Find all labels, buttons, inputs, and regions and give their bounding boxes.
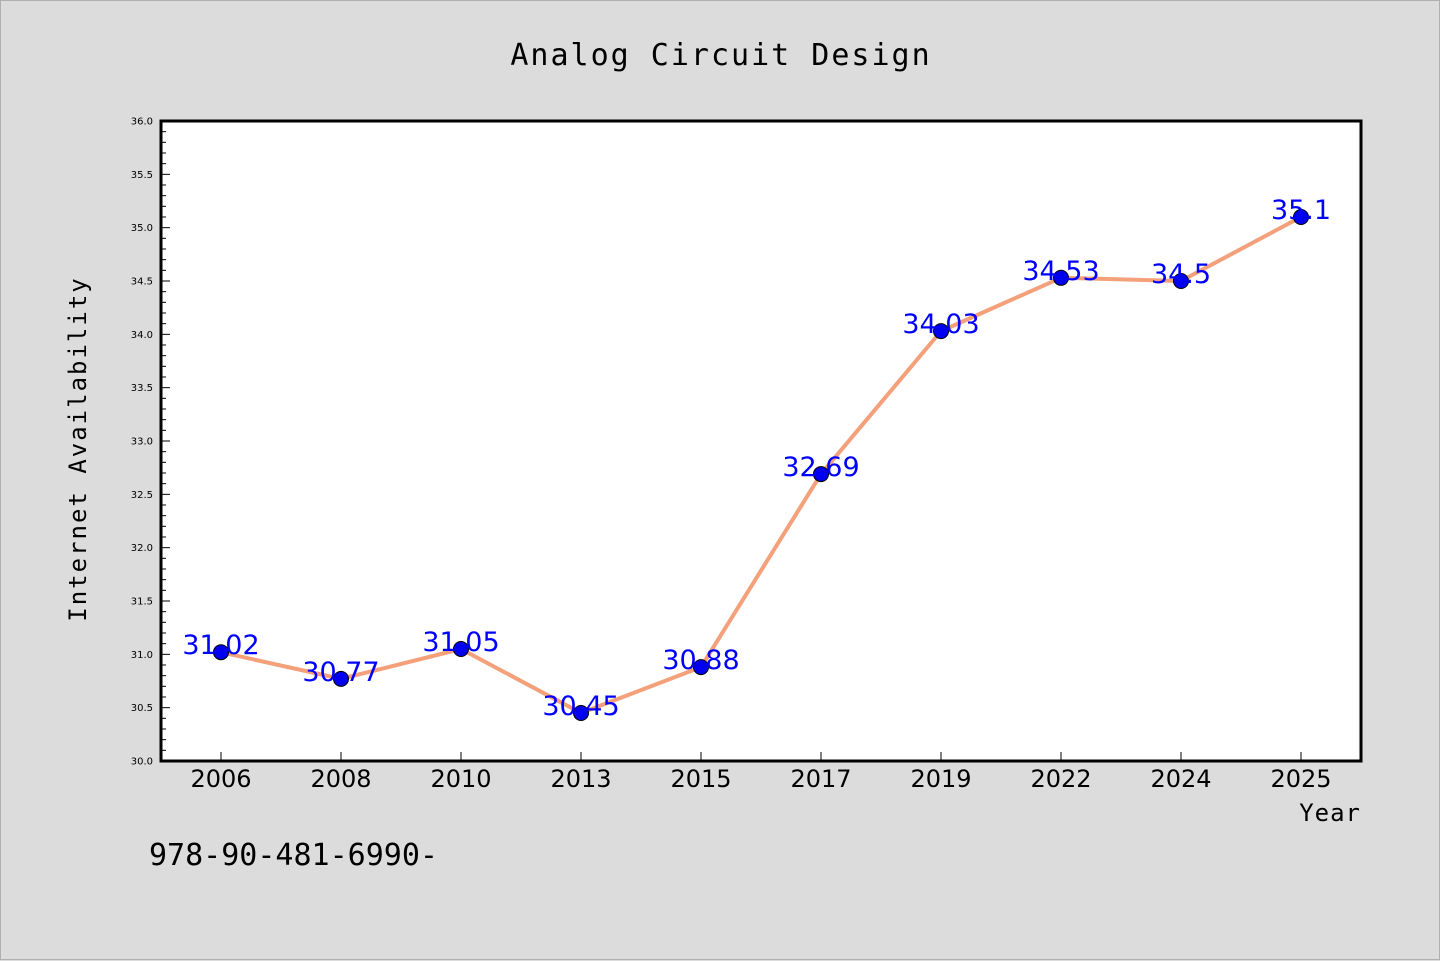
x-axis: 2006 2008 2010 2013 2015 2017 2019 2022 2024 2025 [190, 752, 1332, 793]
data-point [933, 323, 949, 340]
y-axis: 30.0 30.5 31.0 31.5 32.0 32.5 33.0 33.5 34.0 34.5… [131, 117, 170, 768]
y-tick-label: 30.5 [131, 703, 153, 714]
x-tick-label: 2022 [1030, 765, 1091, 793]
plot-area [161, 121, 1361, 761]
y-tick-label: 35.0 [131, 223, 153, 234]
data-label: 34.53 [1022, 256, 1099, 287]
data-point [453, 641, 469, 657]
data-point [213, 644, 229, 661]
x-tick-label: 2008 [310, 765, 371, 793]
data-point [573, 705, 589, 721]
y-tick-label: 30.0 [131, 757, 153, 768]
x-tick-label: 2010 [430, 765, 491, 793]
data-label: 34.5 [1151, 259, 1211, 290]
series-line [220, 215, 1302, 715]
y-tick-label: 33.0 [131, 437, 153, 448]
y-tick-label: 34.5 [131, 277, 153, 288]
x-tick-label: 2006 [190, 765, 251, 793]
y-tick-label: 36.0 [131, 117, 153, 128]
data-point [1293, 209, 1309, 225]
x-tick-label: 2025 [1270, 765, 1331, 793]
y-tick-label: 31.0 [131, 650, 153, 661]
data-label: 35.1 [1271, 195, 1331, 226]
data-point [813, 466, 829, 483]
data-label: 30.45 [542, 691, 619, 722]
data-label: 31.05 [422, 627, 499, 658]
data-point [693, 659, 709, 676]
x-tick-label: 2019 [910, 765, 971, 793]
y-tick-label: 32.0 [131, 543, 153, 554]
y-tick-label: 33.5 [131, 383, 153, 394]
y-tick-label: 32.5 [131, 490, 153, 501]
y-tick-label: 35.5 [131, 170, 153, 181]
y-tick-label: 34.0 [131, 330, 153, 341]
x-axis-label: Year [1299, 799, 1361, 827]
data-label: 31.02 [182, 630, 259, 661]
x-tick-label: 2015 [670, 765, 731, 793]
x-tick-label: 2013 [550, 765, 611, 793]
data-label: 30.77 [302, 657, 379, 688]
plot-frame [159, 119, 1363, 763]
chart-title: Analog Circuit Design [510, 38, 931, 73]
data-label: 34.03 [902, 309, 979, 340]
data-point [333, 670, 349, 687]
series-group: 31.0230.7731.0530.4530.8832.6934.0334.53… [182, 195, 1331, 722]
data-label: 32.69 [782, 452, 859, 483]
x-tick-label: 2024 [1150, 765, 1211, 793]
data-label: 30.88 [662, 645, 739, 676]
y-axis-label: Internet Availability [64, 276, 92, 621]
x-tick-label: 2017 [790, 765, 851, 793]
footer-text: 978-90-481-6990- [149, 838, 438, 873]
data-point [1053, 269, 1069, 286]
data-point [1173, 273, 1189, 289]
y-tick-label: 31.5 [131, 597, 153, 608]
